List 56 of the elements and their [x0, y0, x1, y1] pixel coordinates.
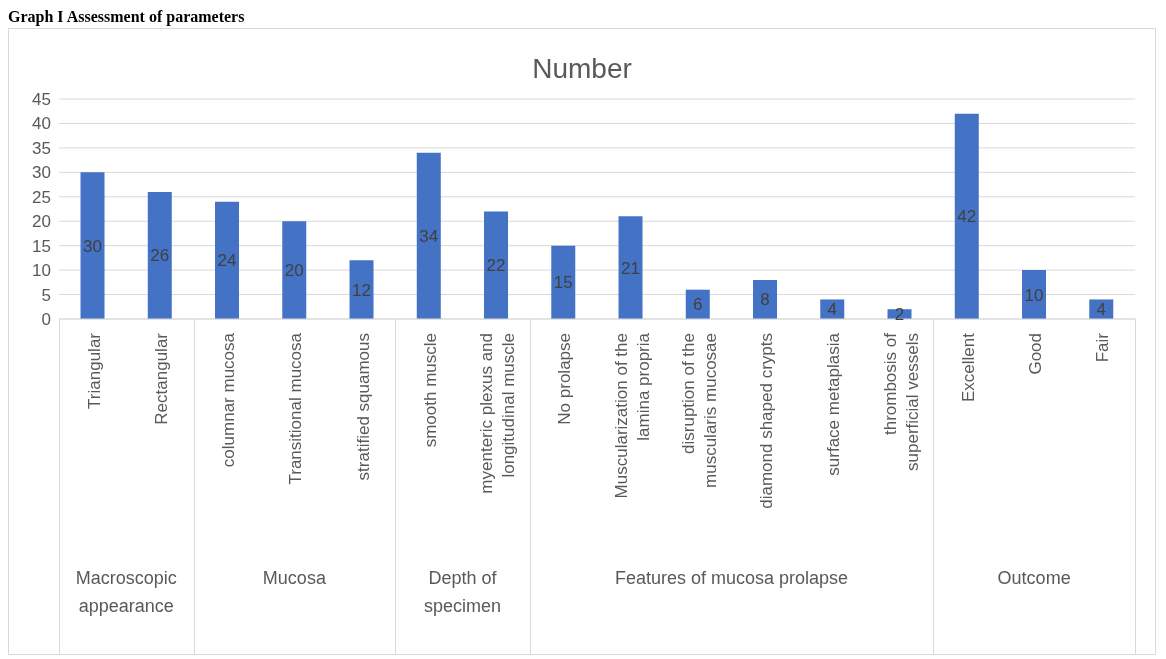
data-label: 21 — [621, 258, 640, 278]
chart-title: Number — [531, 53, 633, 85]
data-label: 24 — [217, 251, 237, 271]
x-tick-label: No prolapse — [555, 333, 575, 425]
bar — [954, 113, 979, 319]
data-label: 42 — [957, 207, 977, 227]
x-tick-label: Rectangular — [151, 332, 171, 425]
bar — [551, 245, 576, 319]
y-tick-label: 5 — [41, 285, 51, 305]
y-tick-label: 35 — [32, 138, 51, 158]
x-tick-label: stratified squamous — [353, 333, 373, 481]
data-label: 4 — [1096, 300, 1106, 320]
data-label: 34 — [419, 226, 439, 246]
y-tick-label: 25 — [32, 187, 51, 207]
data-label: 10 — [1024, 285, 1044, 305]
bar — [753, 279, 778, 319]
bar — [147, 191, 172, 319]
bar — [215, 201, 240, 319]
bar — [416, 152, 441, 319]
data-label: 30 — [83, 236, 102, 256]
x-tick-label: Fair — [1093, 332, 1113, 363]
data-label: 15 — [553, 273, 573, 293]
x-tick-label: Triangular — [84, 332, 104, 409]
text: Macroscopic appearance — [74, 567, 178, 618]
y-tick-label: 40 — [32, 114, 51, 134]
x-tick-label: Good — [1026, 333, 1046, 375]
data-label: 8 — [760, 290, 770, 310]
x-tick-label: diamond shaped crypts — [757, 333, 777, 509]
x-tick-label: smooth muscle — [420, 333, 440, 448]
text: Depth of specimen — [422, 567, 502, 618]
bar — [618, 216, 643, 319]
data-label: 12 — [352, 280, 371, 300]
x-tick-label: columnar mucosa — [219, 332, 239, 468]
data-label: 22 — [486, 256, 506, 276]
text: Outcome — [996, 567, 1072, 590]
text: Mucosa — [261, 567, 327, 590]
y-tick-label: 20 — [32, 212, 51, 232]
x-tick-label: surface metaplasia — [824, 332, 844, 476]
bar — [349, 260, 374, 319]
bar — [484, 211, 509, 319]
y-tick-label: 15 — [32, 236, 51, 256]
y-tick-label: 10 — [32, 261, 51, 281]
x-tick-label: Excellent — [958, 332, 978, 402]
text: Features of mucosa prolapse — [613, 567, 850, 590]
text: Graph I Assessment of parameters — [8, 8, 246, 28]
bar — [80, 172, 105, 319]
x-tick-label: Muscularization of the lamina propria — [611, 332, 653, 499]
y-tick-label: 0 — [41, 310, 51, 330]
data-label: 20 — [284, 261, 304, 281]
data-label: 26 — [150, 246, 170, 266]
data-label: 4 — [827, 300, 837, 320]
y-tick-label: 30 — [32, 163, 51, 183]
x-tick-label: Transitional mucosa — [286, 332, 306, 485]
data-label: 6 — [693, 295, 703, 315]
y-tick-label: 45 — [32, 90, 51, 110]
bar — [282, 221, 307, 319]
